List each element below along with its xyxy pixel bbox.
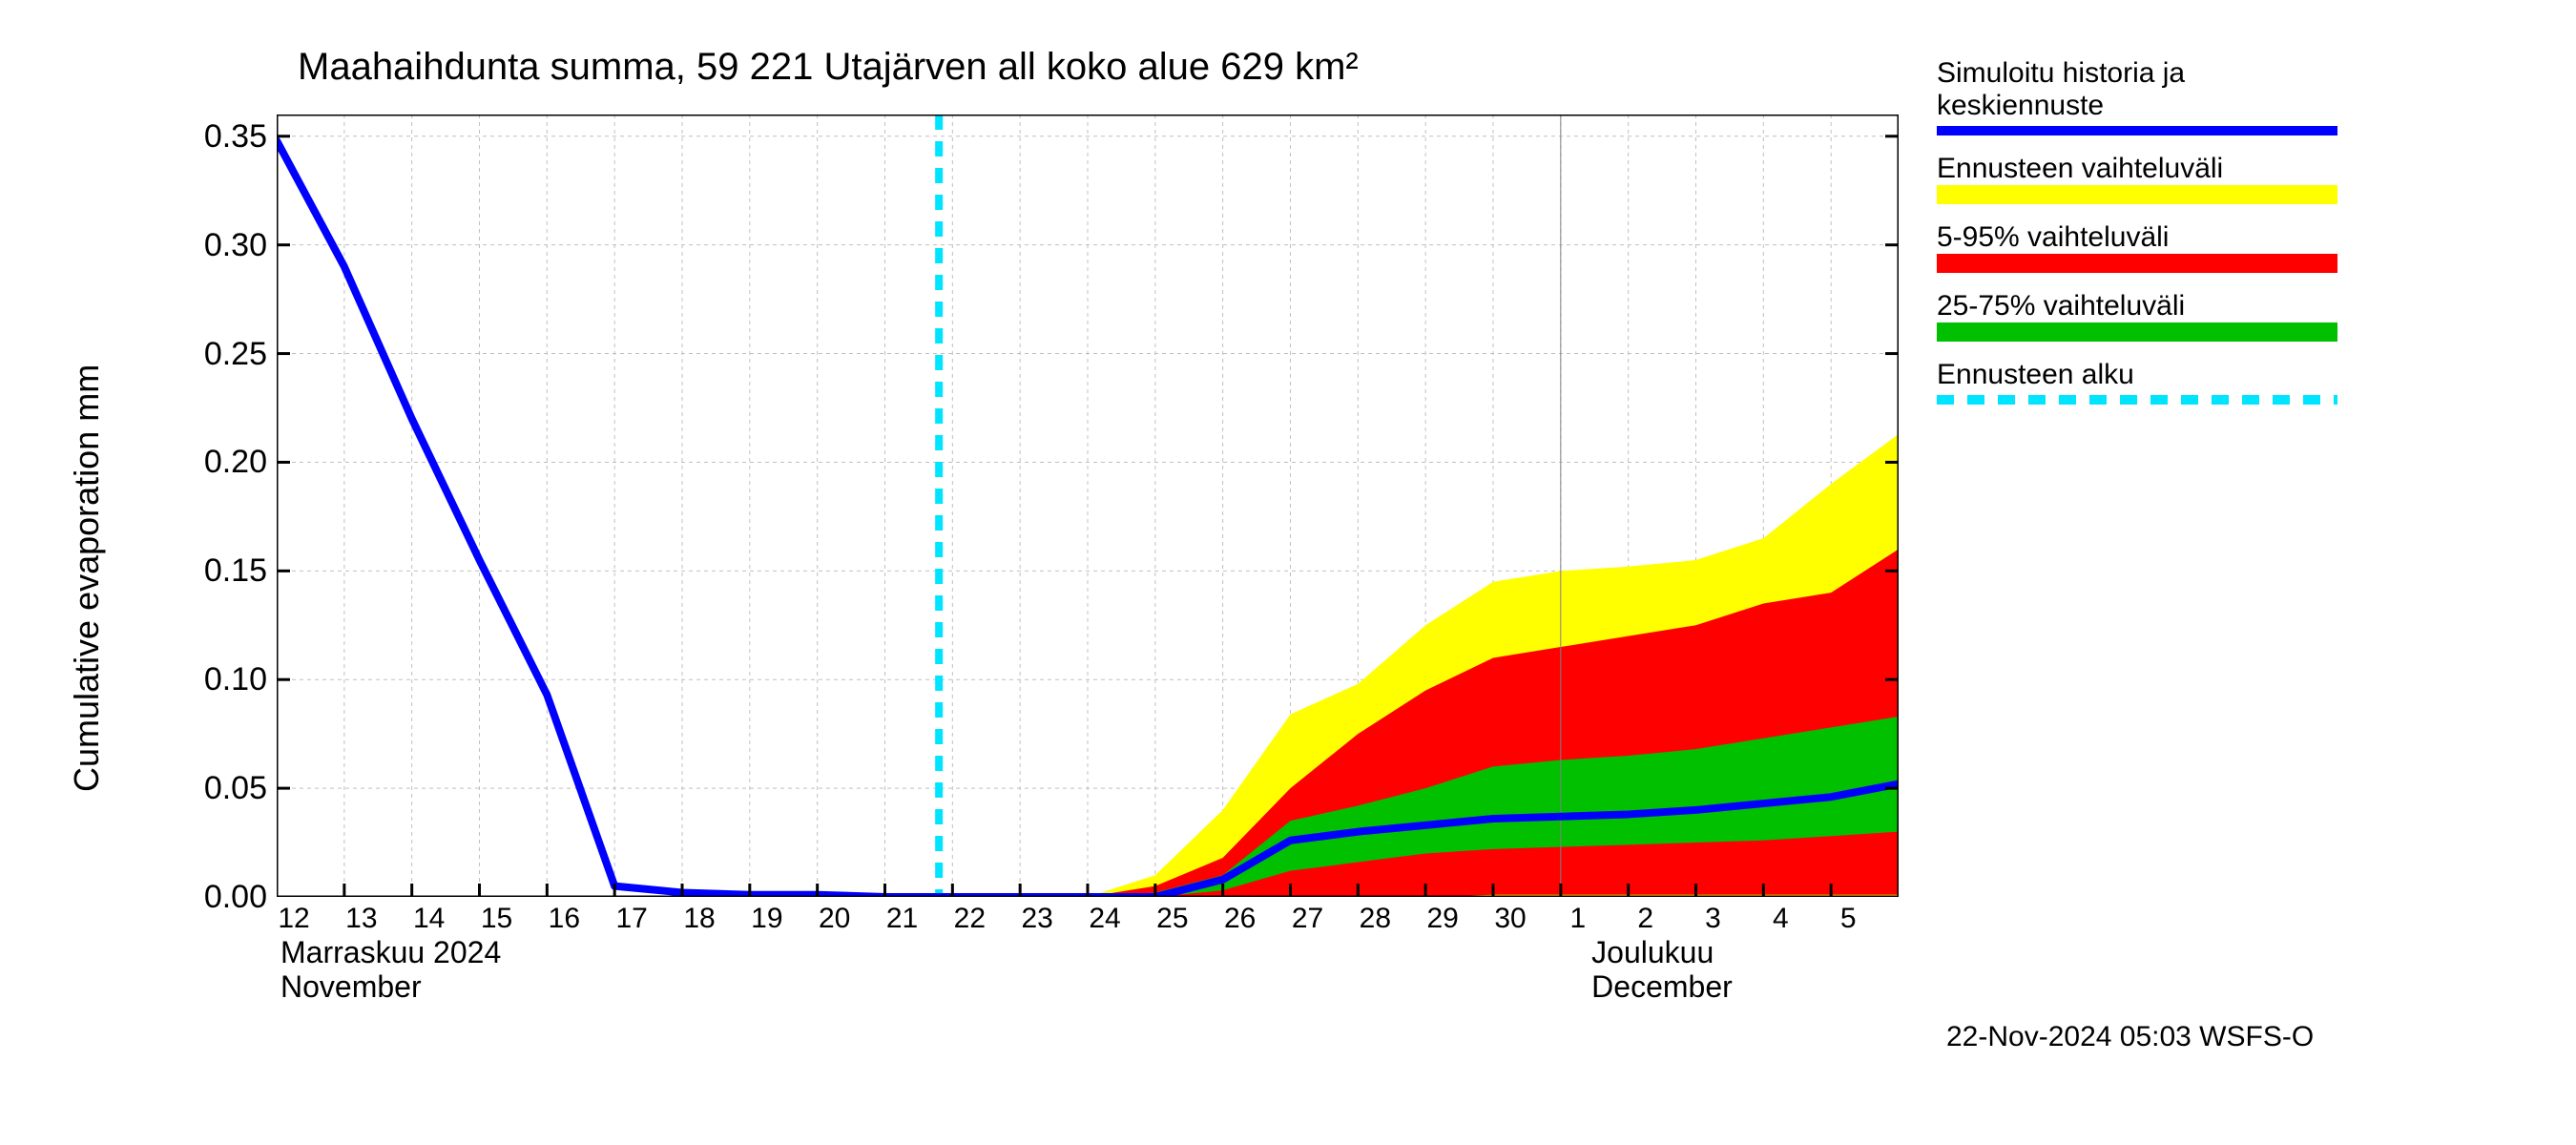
- x-tick-label: 12: [265, 903, 322, 935]
- x-tick-label: 25: [1144, 903, 1201, 935]
- y-tick-label: 0.00: [153, 879, 267, 916]
- legend-label: Ennusteen alku: [1937, 359, 2337, 391]
- x-tick-label: 16: [535, 903, 592, 935]
- y-tick-label: 0.30: [153, 227, 267, 264]
- y-tick-label: 0.10: [153, 661, 267, 698]
- x-tick-label: 13: [333, 903, 390, 935]
- month-label-left-2: November: [280, 969, 422, 1005]
- x-tick-label: 30: [1482, 903, 1539, 935]
- y-tick-label: 0.20: [153, 444, 267, 481]
- legend-entry: Ennusteen alku: [1937, 359, 2337, 405]
- x-tick-label: 23: [1008, 903, 1066, 935]
- legend-label: Simuloitu historia ja: [1937, 57, 2337, 90]
- y-tick-label: 0.05: [153, 770, 267, 807]
- legend-label: 25-75% vaihteluväli: [1937, 290, 2337, 323]
- y-axis-label: Cumulative evaporation mm: [67, 364, 107, 792]
- legend-swatch: [1937, 126, 2337, 135]
- y-tick-label: 0.15: [153, 552, 267, 590]
- x-tick-label: 1: [1549, 903, 1607, 935]
- x-tick-label: 20: [806, 903, 863, 935]
- x-tick-label: 17: [603, 903, 660, 935]
- legend-entry: Simuloitu historia jakeskiennuste: [1937, 57, 2337, 135]
- legend-entry: Ennusteen vaihteluväli: [1937, 153, 2337, 204]
- x-tick-label: 24: [1076, 903, 1133, 935]
- month-label-left-1: Marraskuu 2024: [280, 935, 501, 970]
- x-tick-label: 18: [671, 903, 728, 935]
- x-tick-label: 21: [874, 903, 931, 935]
- y-tick-label: 0.35: [153, 118, 267, 156]
- legend-label: Ennusteen vaihteluväli: [1937, 153, 2337, 185]
- legend-swatch: [1937, 254, 2337, 273]
- legend: Simuloitu historia jakeskiennuste Ennuste…: [1937, 57, 2337, 422]
- x-tick-label: 26: [1212, 903, 1269, 935]
- x-tick-label: 14: [401, 903, 458, 935]
- legend-label: 5-95% vaihteluväli: [1937, 221, 2337, 254]
- x-tick-label: 3: [1685, 903, 1742, 935]
- chart-title: Maahaihdunta summa, 59 221 Utajärven all…: [298, 46, 1359, 89]
- x-tick-label: 2: [1617, 903, 1674, 935]
- legend-entry: 5-95% vaihteluväli: [1937, 221, 2337, 273]
- x-tick-label: 5: [1819, 903, 1877, 935]
- figure: Maahaihdunta summa, 59 221 Utajärven all…: [0, 0, 2576, 1145]
- legend-label: keskiennuste: [1937, 90, 2337, 122]
- legend-swatch: [1937, 323, 2337, 342]
- plot-area: [277, 114, 1899, 897]
- x-tick-label: 22: [941, 903, 998, 935]
- x-tick-label: 15: [468, 903, 526, 935]
- plot-svg: [277, 114, 1899, 897]
- x-tick-label: 28: [1346, 903, 1403, 935]
- timestamp: 22-Nov-2024 05:03 WSFS-O: [1946, 1021, 2314, 1053]
- y-tick-label: 0.25: [153, 336, 267, 373]
- legend-entry: 25-75% vaihteluväli: [1937, 290, 2337, 342]
- month-label-right-1: Joulukuu: [1591, 935, 1714, 970]
- legend-swatch: [1937, 185, 2337, 204]
- x-tick-label: 27: [1279, 903, 1337, 935]
- month-label-right-2: December: [1591, 969, 1733, 1005]
- x-tick-label: 19: [738, 903, 796, 935]
- x-tick-label: 4: [1752, 903, 1809, 935]
- x-tick-label: 29: [1414, 903, 1471, 935]
- legend-swatch: [1937, 395, 2337, 405]
